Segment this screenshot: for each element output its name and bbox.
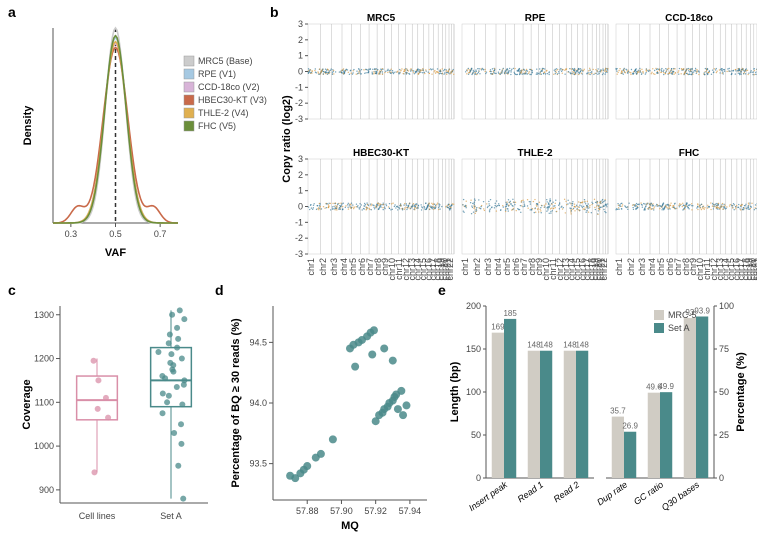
- svg-text:MRC5 (Base): MRC5 (Base): [198, 56, 253, 66]
- svg-text:50: 50: [471, 430, 481, 440]
- svg-text:35.7: 35.7: [610, 407, 626, 416]
- panel-e-label: e: [438, 282, 446, 298]
- svg-text:2: 2: [298, 35, 303, 45]
- svg-text:GC ratio: GC ratio: [632, 479, 665, 506]
- svg-text:Percentage (%): Percentage (%): [735, 352, 747, 432]
- svg-text:chr22: chr22: [599, 258, 609, 281]
- svg-text:93.9: 93.9: [694, 306, 710, 315]
- svg-text:MQ: MQ: [341, 520, 359, 532]
- svg-text:-3: -3: [295, 249, 303, 259]
- svg-text:Set A: Set A: [160, 511, 182, 521]
- svg-text:chr22: chr22: [753, 258, 757, 281]
- svg-text:MRC5: MRC5: [367, 13, 396, 24]
- svg-text:2: 2: [298, 170, 303, 180]
- svg-text:26.9: 26.9: [622, 422, 638, 431]
- svg-text:Insert peak: Insert peak: [467, 479, 510, 513]
- svg-text:Read 1: Read 1: [516, 479, 546, 504]
- svg-text:Q30 bases: Q30 bases: [660, 479, 702, 512]
- panel-d-scatter: 57.88 57.90 57.92 57.94 93.5 94.0 94.5 MQ Percen…: [225, 298, 435, 533]
- svg-text:150: 150: [466, 344, 481, 354]
- svg-text:185: 185: [503, 309, 517, 318]
- svg-text:93.5: 93.5: [249, 459, 267, 469]
- svg-text:chr1: chr1: [614, 258, 624, 276]
- panel-d-label: d: [215, 282, 224, 298]
- svg-text:Read 2: Read 2: [552, 479, 582, 504]
- svg-text:CCD-18co (V2): CCD-18co (V2): [198, 82, 260, 92]
- panel-a-label: a: [8, 4, 16, 20]
- svg-text:RPE: RPE: [525, 13, 546, 24]
- svg-text:1300: 1300: [34, 310, 54, 320]
- svg-text:-2: -2: [295, 98, 303, 108]
- svg-text:chr1: chr1: [306, 258, 316, 276]
- svg-text:3: 3: [298, 19, 303, 29]
- svg-text:94.5: 94.5: [249, 337, 267, 347]
- svg-text:chr2: chr2: [318, 258, 328, 276]
- svg-text:chr2: chr2: [626, 258, 636, 276]
- svg-text:0.3: 0.3: [65, 229, 78, 239]
- svg-text:Dup rate: Dup rate: [595, 479, 629, 507]
- svg-text:CCD-18co: CCD-18co: [665, 13, 713, 24]
- svg-text:0.5: 0.5: [109, 229, 122, 239]
- svg-text:Coverage: Coverage: [21, 379, 33, 429]
- svg-text:148: 148: [539, 341, 553, 350]
- svg-text:50: 50: [719, 387, 729, 397]
- svg-text:chr3: chr3: [483, 258, 493, 276]
- svg-text:57.90: 57.90: [330, 506, 353, 516]
- svg-text:chr1: chr1: [460, 258, 470, 276]
- panel-a-density: 0.3 0.5 0.7 VAF Density MRC5 (Base) RPE (V1) CC…: [18, 18, 268, 268]
- svg-text:57.92: 57.92: [364, 506, 387, 516]
- svg-text:-2: -2: [295, 233, 303, 243]
- svg-text:49.9: 49.9: [658, 382, 674, 391]
- svg-text:75: 75: [719, 344, 729, 354]
- svg-text:HBEC30-KT (V3): HBEC30-KT (V3): [198, 95, 267, 105]
- panel-c-label: c: [8, 282, 16, 298]
- svg-text:THLE-2: THLE-2: [518, 148, 553, 159]
- svg-text:MRC-5: MRC-5: [668, 310, 697, 320]
- svg-text:RPE (V1): RPE (V1): [198, 69, 236, 79]
- svg-text:1: 1: [298, 51, 303, 61]
- svg-text:0: 0: [476, 473, 481, 483]
- svg-text:chr2: chr2: [472, 258, 482, 276]
- svg-text:57.94: 57.94: [399, 506, 422, 516]
- svg-text:Copy ratio (log2): Copy ratio (log2): [281, 95, 293, 183]
- svg-text:Length (bp): Length (bp): [449, 361, 461, 422]
- svg-text:3: 3: [298, 154, 303, 164]
- svg-text:-1: -1: [295, 217, 303, 227]
- svg-text:900: 900: [39, 485, 54, 495]
- svg-text:1100: 1100: [35, 397, 54, 407]
- svg-text:0: 0: [298, 202, 303, 212]
- svg-text:57.88: 57.88: [296, 506, 319, 516]
- panel-b-label: b: [270, 4, 279, 20]
- svg-text:0: 0: [719, 473, 724, 483]
- svg-text:100: 100: [719, 301, 734, 311]
- svg-text:0.7: 0.7: [154, 229, 167, 239]
- svg-text:Percentage of BQ ≥ 30 reads (%: Percentage of BQ ≥ 30 reads (%): [230, 318, 242, 488]
- panel-b-copynumber: -3-2-10123MRC5RPECCD-18co-3-2-10123chr1c…: [280, 12, 752, 277]
- svg-text:FHC: FHC: [679, 148, 700, 159]
- svg-text:1000: 1000: [34, 441, 54, 451]
- svg-text:THLE-2 (V4): THLE-2 (V4): [198, 108, 249, 118]
- svg-text:0: 0: [298, 67, 303, 77]
- svg-text:Cell lines: Cell lines: [79, 511, 116, 521]
- svg-text:chr3: chr3: [329, 258, 339, 276]
- svg-text:chr3: chr3: [637, 258, 647, 276]
- svg-text:-3: -3: [295, 114, 303, 124]
- svg-text:200: 200: [466, 301, 481, 311]
- svg-text:Density: Density: [22, 105, 34, 146]
- svg-text:25: 25: [719, 430, 729, 440]
- svg-text:1200: 1200: [34, 354, 54, 364]
- svg-text:148: 148: [575, 341, 589, 350]
- panel-e-bars: 0 50 100 150 200 0 25 50 75 100 169 185 Insert peak 1…: [448, 298, 752, 533]
- svg-text:HBEC30-KT: HBEC30-KT: [353, 148, 409, 159]
- svg-text:94.0: 94.0: [249, 398, 267, 408]
- svg-text:VAF: VAF: [105, 247, 126, 259]
- svg-text:chr22: chr22: [445, 258, 455, 281]
- svg-text:100: 100: [466, 387, 481, 397]
- svg-text:-1: -1: [295, 82, 303, 92]
- svg-text:169: 169: [491, 323, 505, 332]
- svg-text:FHC (V5): FHC (V5): [198, 121, 236, 131]
- svg-text:Set A: Set A: [668, 323, 690, 333]
- panel-c-boxplot: 900 1000 1100 1200 1300 Cell lines Set A Covera…: [18, 298, 216, 533]
- svg-text:1: 1: [298, 186, 303, 196]
